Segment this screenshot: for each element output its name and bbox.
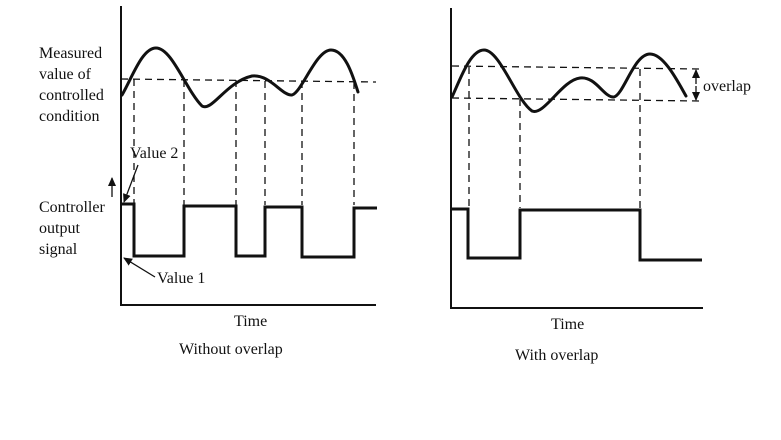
controller-label-line1: Controller [39,199,105,216]
right-lower-limit-line [451,97,701,102]
left-measured-wave [120,46,360,109]
right-caption: With overlap [515,347,598,364]
value1-label: Value 1 [157,270,205,287]
value2-arrow-icon [123,164,139,203]
right-axes [450,8,703,309]
right-time-label: Time [551,316,584,333]
left-axes [120,6,376,306]
measured-label-line4: condition [39,108,99,125]
controller-label-line2: output [39,220,80,237]
measured-label-line1: Measured [39,45,102,62]
right-measured-wave [450,48,688,113]
overlap-label: overlap [703,78,751,95]
left-time-label: Time [234,313,267,330]
panel-with-overlap: overlap Time With overlap [450,8,751,364]
controller-label-line3: signal [39,241,78,258]
right-upper-limit-line [451,65,701,70]
panel-without-overlap: Time Without overlap [120,6,377,358]
right-controller-wave [452,207,702,262]
left-controller-wave [122,202,377,259]
measured-label-line2: value of [39,66,92,83]
value2-label: Value 2 [130,145,178,162]
left-caption: Without overlap [179,341,283,358]
value1-arrow-icon [123,257,156,278]
left-setpoint-line [120,78,377,83]
measured-label-line3: controlled [39,87,104,104]
